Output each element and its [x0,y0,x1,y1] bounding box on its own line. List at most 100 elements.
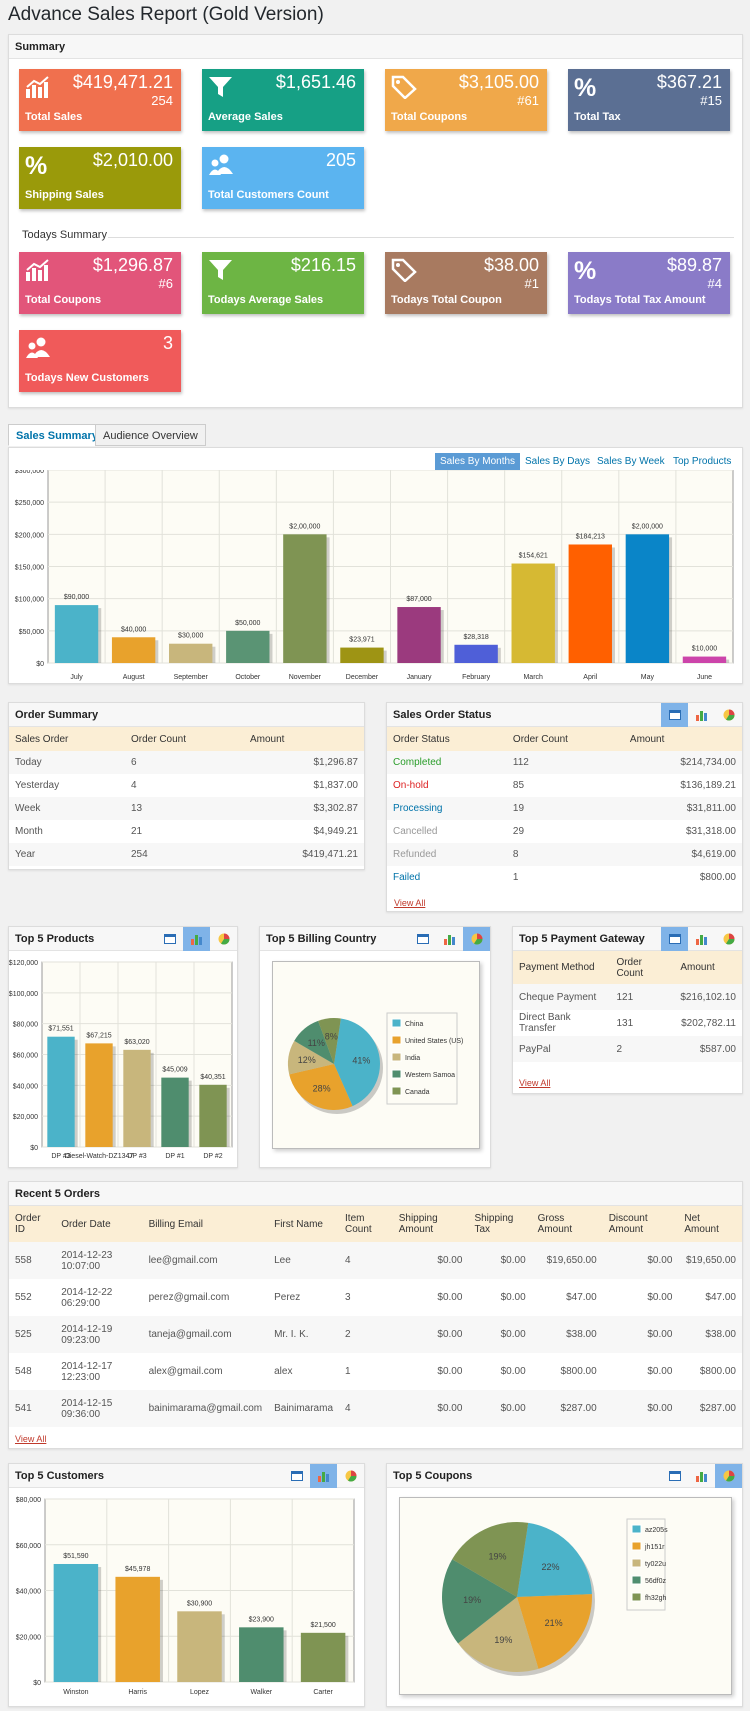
table-cell[interactable]: perez@gmail.com [148,1292,230,1303]
table-cell[interactable]: lee@gmail.com [142,1242,269,1279]
table-cell[interactable]: Year [9,843,125,866]
bar [682,656,727,663]
today-summary-card: $1,296.87 #6 Total Coupons [19,252,181,314]
bar [115,1576,160,1682]
table-cell[interactable]: 525 [9,1316,56,1353]
table-cell[interactable]: Failed [393,872,421,883]
slice-label: 11% [308,1038,325,1048]
order-status-view-all-link[interactable]: View All [394,898,426,908]
legend-label: United States (US) [405,1038,463,1045]
table-cell[interactable]: Mr. I. K. [268,1316,340,1353]
table-cell[interactable]: 541 [9,1390,56,1427]
table-view-icon[interactable] [409,927,436,951]
table-cell[interactable]: bainimarama@gmail.com [142,1390,269,1427]
data-label: $23,971 [349,637,374,644]
table-cell[interactable]: On-hold [393,780,429,791]
payment-view-all-link[interactable]: View All [519,1078,551,1088]
table-cell[interactable]: Yesterday [15,780,60,791]
y-tick-label: $40,000 [16,1589,41,1596]
bar-chart-icon[interactable] [436,927,463,951]
bar-chart-icon[interactable] [688,927,715,951]
table-cell[interactable]: alex [274,1366,293,1377]
bar-chart-icon[interactable] [310,1464,337,1488]
table-cell[interactable]: PayPal [513,1036,611,1062]
recent-orders-view-all-link[interactable]: View All [15,1434,47,1444]
table-cell[interactable]: 552 [15,1292,32,1303]
table-cell[interactable]: Week [9,797,125,820]
table-row: Refunded 8 $4,619.00 [387,843,742,866]
data-label: $87,000 [406,596,431,603]
table-cell[interactable]: Cheque Payment [513,984,611,1010]
sales-by-months-link[interactable]: Sales By Months [435,453,521,470]
pie-chart-icon[interactable] [337,1464,364,1488]
table-cell[interactable]: Bainimarama [268,1390,340,1427]
x-tick-label: DP #2 [203,1153,222,1160]
data-label: $45,009 [162,1067,187,1074]
pie-chart-icon[interactable] [463,927,490,951]
bar-chart-icon[interactable] [688,703,715,727]
legend-swatch [391,1018,402,1028]
table-cell[interactable]: Completed [387,751,507,774]
view-toggle [283,1464,364,1488]
table-cell: $214,734.00 [623,751,742,774]
bar-chart-icon[interactable] [688,1464,715,1488]
table-cell[interactable]: Lee [268,1242,340,1279]
pie-slice [452,1522,529,1597]
pie-chart-icon[interactable] [210,927,237,951]
table-view-icon[interactable] [283,1464,310,1488]
top-products-link[interactable]: Top Products [673,456,732,467]
table-row: Cancelled 29 $31,318.00 [387,820,742,843]
table-cell: 2014-12-22 06:29:00 [61,1286,113,1309]
sales-by-week-link[interactable]: Sales By Week [597,456,665,467]
card-label: Todays New Customers [25,372,149,384]
card-value: $216.15 [290,255,356,275]
table-cell[interactable]: 548 [15,1366,32,1377]
table-cell: 254 [125,843,244,866]
column-header: Order Count [125,727,244,751]
tab-sales-summary[interactable]: Sales Summary [8,424,106,446]
table-cell: 4 [339,1390,393,1427]
x-tick-label: Carter [313,1689,333,1696]
table-cell[interactable]: alex@gmail.com [148,1366,223,1377]
table-cell[interactable]: taneja@gmail.com [142,1316,269,1353]
bar-chart-icon[interactable] [183,927,210,951]
table-row: 548 2014-12-17 12:23:00 alex@gmail.com alex… [9,1353,742,1390]
table-cell[interactable]: Today [9,751,125,774]
pie-chart-icon[interactable] [715,703,742,727]
users-icon [25,336,51,360]
pie-slice [517,1594,592,1669]
x-tick-label: Harris [128,1689,147,1696]
table-cell[interactable]: Processing [387,797,507,820]
table-cell[interactable]: 558 [9,1242,56,1279]
svg-text:%: % [574,258,596,282]
x-tick-label: Lopez [190,1689,210,1696]
table-cell[interactable]: Direct Bank Transfer [519,1012,571,1034]
y-tick-label: $60,000 [16,1543,41,1550]
data-label: $67,215 [86,1032,111,1039]
table-view-icon[interactable] [661,703,688,727]
table-cell[interactable]: Month [15,826,43,837]
table-cell[interactable]: Cancelled [393,826,438,837]
table-cell: 112 [506,751,624,774]
pie-chart-icon[interactable] [715,1464,742,1488]
data-label: $40,351 [200,1074,225,1081]
tab-audience-overview[interactable]: Audience Overview [95,424,206,446]
table-cell: $38.00 [678,1316,742,1353]
table-view-icon[interactable] [661,1464,688,1488]
table-cell: $0.00 [602,1242,679,1279]
table-view-icon[interactable] [661,927,688,951]
table-cell[interactable]: Refunded [387,843,507,866]
legend-label: ty022u [645,1561,666,1568]
table-cell: $19,650.00 [678,1242,742,1279]
sales-by-days-link[interactable]: Sales By Days [525,456,591,467]
divider [108,237,734,238]
table-view-icon[interactable] [156,927,183,951]
table-cell[interactable]: Perez [274,1292,301,1303]
today-summary-card: % $89.87 #4 Todays Total Tax Amount [568,252,730,314]
view-toggle [661,703,742,727]
table-cell: $1,837.00 [313,780,359,791]
bar [511,563,555,663]
table-cell: $287.00 [678,1390,742,1427]
data-label: $50,000 [235,620,260,627]
pie-chart-icon[interactable] [715,927,742,951]
